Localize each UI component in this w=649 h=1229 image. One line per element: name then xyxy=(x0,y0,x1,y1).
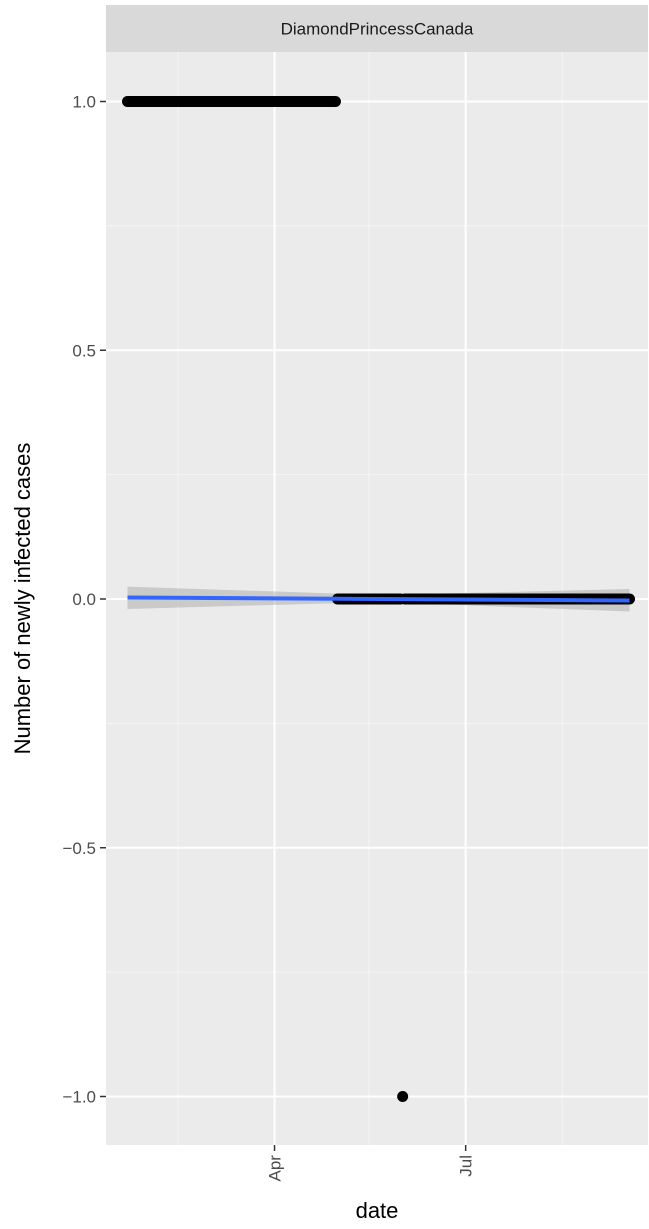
x-tick-label: Apr xyxy=(266,1155,285,1182)
y-tick-label: −0.5 xyxy=(62,839,96,858)
facet-strip xyxy=(106,5,648,52)
smooth-line xyxy=(127,595,630,603)
x-tick-label: Jul xyxy=(457,1155,476,1177)
data-point xyxy=(397,1091,409,1102)
y-axis-title: Number of newly infected cases xyxy=(10,443,35,755)
x-axis-title: date xyxy=(356,1198,399,1223)
y-tick-label: 0.5 xyxy=(72,341,96,360)
facet-label: DiamondPrincessCanada xyxy=(281,20,474,39)
y-tick-label: −1.0 xyxy=(62,1088,96,1107)
data-point xyxy=(329,96,341,107)
y-tick-label: 0.0 xyxy=(72,590,96,609)
y-tick-label: 1.0 xyxy=(72,93,96,112)
